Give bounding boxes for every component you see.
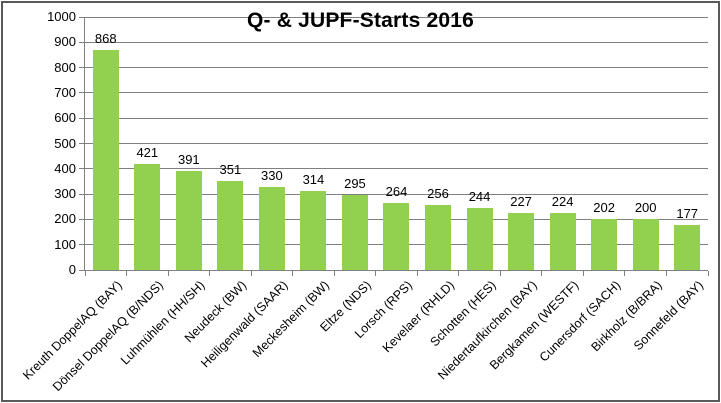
plot-area: 868 421 391 351 330 314 295 264 256 244 227 224 202 2… xyxy=(79,16,709,276)
bar-slot: 391 xyxy=(168,17,210,270)
bar xyxy=(134,163,161,270)
bar-value-label: 177 xyxy=(676,206,699,222)
y-axis-tick-label: 300 xyxy=(54,186,76,202)
bar-slot: 224 xyxy=(542,17,584,270)
x-axis-tick xyxy=(209,271,211,276)
x-axis-tick xyxy=(707,271,709,276)
bar xyxy=(425,205,452,270)
y-axis-tick-label: 0 xyxy=(68,262,76,277)
bar-slot: 200 xyxy=(625,17,667,270)
y-axis-tick-label: 400 xyxy=(54,160,76,176)
y-axis-tick xyxy=(79,92,85,94)
bar-value-label: 295 xyxy=(344,176,366,192)
bar-slot: 202 xyxy=(583,17,625,270)
x-axis-tick xyxy=(167,271,169,276)
gridline xyxy=(85,67,708,69)
bar-value-label: 391 xyxy=(177,152,200,168)
y-axis-tick xyxy=(79,218,85,220)
y-axis-tick-label: 100 xyxy=(54,236,76,252)
x-axis-tick xyxy=(458,271,460,276)
y-axis-tick xyxy=(79,16,85,18)
x-axis-tick xyxy=(126,271,128,276)
y-axis-tick-label: 1000 xyxy=(47,9,76,24)
bar-value-label: 202 xyxy=(593,199,615,215)
bar-slot: 256 xyxy=(417,17,459,270)
y-axis-tick xyxy=(79,143,85,144)
bar-slot: 244 xyxy=(459,17,501,270)
x-axis-tick xyxy=(333,271,335,276)
x-axis-category-label: Kevelaer (RHLD) xyxy=(379,278,457,356)
bar-value-label: 314 xyxy=(302,171,325,187)
y-axis-tick-label: 500 xyxy=(54,135,76,151)
y-axis-tick xyxy=(79,41,85,43)
bar-value-label: 227 xyxy=(510,193,532,209)
bar xyxy=(674,225,701,270)
bar-value-label: 200 xyxy=(634,200,657,216)
x-axis-tick xyxy=(499,271,501,276)
x-axis-tick xyxy=(624,271,626,276)
gridline xyxy=(85,41,708,43)
bar xyxy=(92,50,119,270)
bar-slot: 868 xyxy=(85,17,127,270)
bar-value-label: 351 xyxy=(219,162,242,178)
bar-slot: 314 xyxy=(293,17,335,270)
bar-value-label: 421 xyxy=(136,144,159,160)
x-axis-tick xyxy=(665,271,667,276)
bar xyxy=(258,186,285,270)
y-axis-tick-label: 700 xyxy=(54,84,76,100)
x-axis-tick xyxy=(541,271,543,276)
bar-value-label: 256 xyxy=(427,186,449,202)
bar-value-label: 330 xyxy=(261,167,283,183)
bar-slot: 330 xyxy=(251,17,293,270)
bar xyxy=(383,203,410,270)
gridline xyxy=(85,92,708,94)
x-axis-tick xyxy=(375,271,377,276)
y-axis-tick xyxy=(79,269,85,271)
bar-value-label: 224 xyxy=(551,194,574,210)
x-axis-tick xyxy=(84,271,86,276)
bar xyxy=(300,190,327,270)
bar-value-label: 868 xyxy=(94,31,117,47)
bar xyxy=(591,218,618,270)
bar xyxy=(632,219,659,270)
x-axis-tick xyxy=(250,271,252,276)
bar xyxy=(466,208,493,270)
x-axis-tick xyxy=(416,271,418,276)
bar-slot: 421 xyxy=(127,17,169,270)
gridline xyxy=(85,168,708,170)
bar xyxy=(217,181,244,270)
chart-title: Q- & JUPF-Starts 2016 xyxy=(246,9,475,32)
bar-slot: 177 xyxy=(666,17,708,270)
bar-slot: 264 xyxy=(376,17,418,270)
y-axis-tick-label: 200 xyxy=(54,211,76,227)
bar xyxy=(175,171,202,270)
x-axis-category-label: Meckesheim (BW) xyxy=(250,278,333,361)
y-axis-tick-label: 600 xyxy=(54,110,76,126)
bar-slot: 351 xyxy=(210,17,252,270)
bar-value-label: 244 xyxy=(468,189,491,205)
y-axis-tick xyxy=(79,244,85,246)
bar xyxy=(341,195,368,270)
bar-value-label: 264 xyxy=(385,184,408,200)
x-axis-category-label: Birkholz (B/BRA) xyxy=(588,278,665,355)
bar xyxy=(508,212,535,270)
bar xyxy=(549,213,576,270)
y-axis-tick xyxy=(79,67,85,69)
gridline xyxy=(85,193,708,195)
gridline xyxy=(85,16,708,18)
y-axis-tick xyxy=(79,193,85,195)
x-axis-tick xyxy=(582,271,584,276)
bar-slot: 227 xyxy=(500,17,542,270)
gridline xyxy=(85,143,708,144)
y-axis-tick xyxy=(79,168,85,170)
bars-container: 868 421 391 351 330 314 295 264 256 244 227 224 202 2… xyxy=(85,17,708,270)
gridline xyxy=(85,117,708,119)
y-axis-tick xyxy=(79,117,85,119)
bar-slot: 295 xyxy=(334,17,376,270)
y-axis-tick-label: 900 xyxy=(54,34,76,50)
y-axis-tick-label: 800 xyxy=(54,59,76,75)
x-axis-tick xyxy=(292,271,294,276)
